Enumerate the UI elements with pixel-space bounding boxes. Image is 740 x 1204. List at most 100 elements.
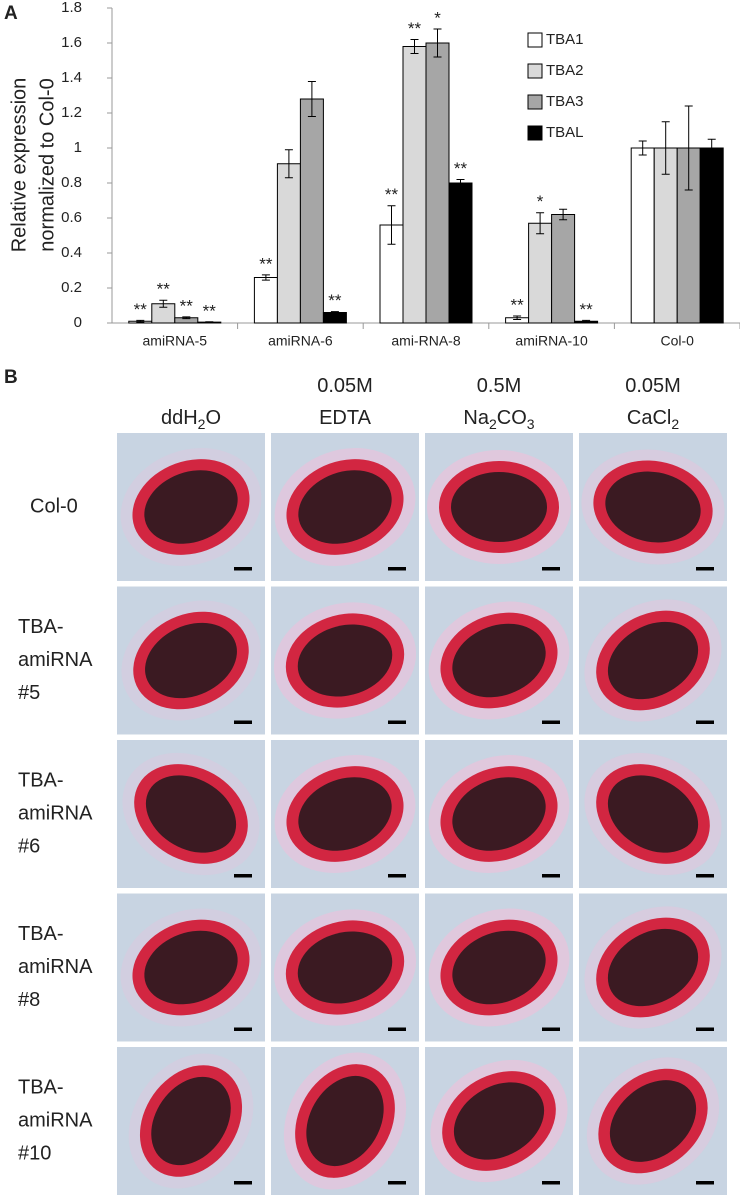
column-header: 0.05M	[625, 375, 681, 397]
seed	[430, 1059, 568, 1183]
bar	[699, 147, 724, 324]
seed	[584, 906, 722, 1029]
micrograph	[425, 1047, 573, 1195]
error-bar	[433, 28, 442, 58]
scale-bar	[696, 1181, 714, 1185]
seed-body	[607, 928, 699, 1007]
bar	[528, 222, 553, 324]
error-bar	[559, 208, 568, 221]
x-tick-label: amiRNA-10	[515, 333, 588, 349]
error-bar	[182, 316, 191, 320]
row-label: amiRNA	[18, 956, 93, 978]
seed-body	[607, 621, 699, 700]
x-tick-label: amiRNA-5	[143, 333, 208, 349]
error-bar	[387, 205, 396, 245]
seed	[122, 752, 260, 876]
header-text: 0.5M	[477, 375, 521, 397]
significance-label: *	[537, 192, 544, 211]
micrograph	[579, 1047, 727, 1195]
seed	[428, 908, 570, 1027]
header-text: 0.05M	[625, 375, 681, 397]
significance-label: *	[434, 8, 441, 27]
significance-label: **	[328, 291, 342, 310]
significance-label: **	[134, 300, 148, 319]
legend-label: TBA2	[546, 62, 584, 79]
scale-bar	[542, 1027, 560, 1031]
scale-bar	[234, 567, 252, 571]
scale-bar	[696, 567, 714, 571]
error-bar	[536, 212, 545, 235]
y-tick-label: 0.8	[61, 174, 82, 191]
y-label: Relative expression normalized to Col-0	[8, 78, 58, 253]
seed-body	[306, 1075, 384, 1167]
seed-body	[151, 1076, 231, 1166]
panel-label: B	[4, 367, 18, 388]
significance-label: **	[259, 254, 273, 273]
micrograph	[579, 740, 727, 888]
seed-body	[145, 622, 237, 699]
legend-swatch	[527, 125, 543, 141]
header-text: CO	[497, 407, 527, 429]
x-tick-label: ami-RNA-8	[391, 333, 460, 349]
column-header: Na2CO3	[463, 407, 534, 431]
row-label: #10	[18, 1142, 51, 1164]
micrograph	[271, 586, 419, 735]
seed-body	[298, 470, 392, 544]
micrograph	[271, 433, 419, 581]
scale-bar	[388, 1181, 406, 1185]
error-bar	[307, 81, 316, 117]
scale-bar	[388, 1027, 406, 1031]
seed	[428, 601, 570, 720]
legend-swatch	[527, 63, 543, 79]
scale-bar	[234, 874, 252, 878]
y-tick-label: 0.6	[61, 209, 82, 226]
significance-label: **	[180, 296, 194, 315]
seed	[428, 755, 570, 873]
error-bar	[707, 138, 716, 158]
micrograph	[117, 586, 265, 735]
row-label: TBA-	[18, 923, 64, 945]
seed	[584, 752, 722, 876]
column-header: 0.5M	[477, 375, 521, 397]
micrograph	[117, 433, 265, 581]
scale-bar	[388, 567, 406, 571]
error-bar	[410, 39, 419, 54]
bar	[448, 182, 473, 324]
seed	[120, 908, 262, 1027]
scale-bar	[696, 874, 714, 878]
seed-body	[452, 930, 546, 1005]
seed	[273, 602, 417, 719]
micrograph	[579, 433, 727, 581]
header-text: CaCl	[627, 407, 671, 429]
error-bar	[205, 321, 214, 323]
error-bar	[330, 311, 339, 314]
legend-label: TBA1	[546, 31, 584, 48]
scale-bar	[542, 1181, 560, 1185]
subscript: 2	[671, 416, 679, 432]
error-bar	[261, 274, 270, 281]
scale-bar	[696, 1027, 714, 1031]
significance-label: **	[408, 19, 422, 38]
micrograph	[425, 433, 573, 581]
row-label: #6	[18, 835, 40, 857]
row-label: amiRNA	[18, 649, 93, 671]
y-tick-label: 1.6	[61, 34, 82, 51]
panel-label: A	[4, 3, 18, 24]
significance-label: **	[203, 301, 217, 320]
micrograph	[579, 893, 727, 1042]
seed-body	[451, 472, 547, 542]
seed-body	[609, 1080, 697, 1162]
scale-bar	[234, 720, 252, 724]
significance-label: **	[157, 280, 171, 299]
seed-body	[297, 624, 393, 697]
error-bar	[513, 315, 522, 320]
legend-label: TBA3	[546, 93, 584, 110]
bar	[630, 147, 655, 324]
y-tick-label: 0.4	[61, 244, 82, 261]
error-bar	[661, 121, 670, 175]
error-bar	[456, 179, 465, 187]
seed-body	[298, 777, 392, 851]
seed	[120, 448, 262, 566]
seed-body	[144, 470, 238, 544]
